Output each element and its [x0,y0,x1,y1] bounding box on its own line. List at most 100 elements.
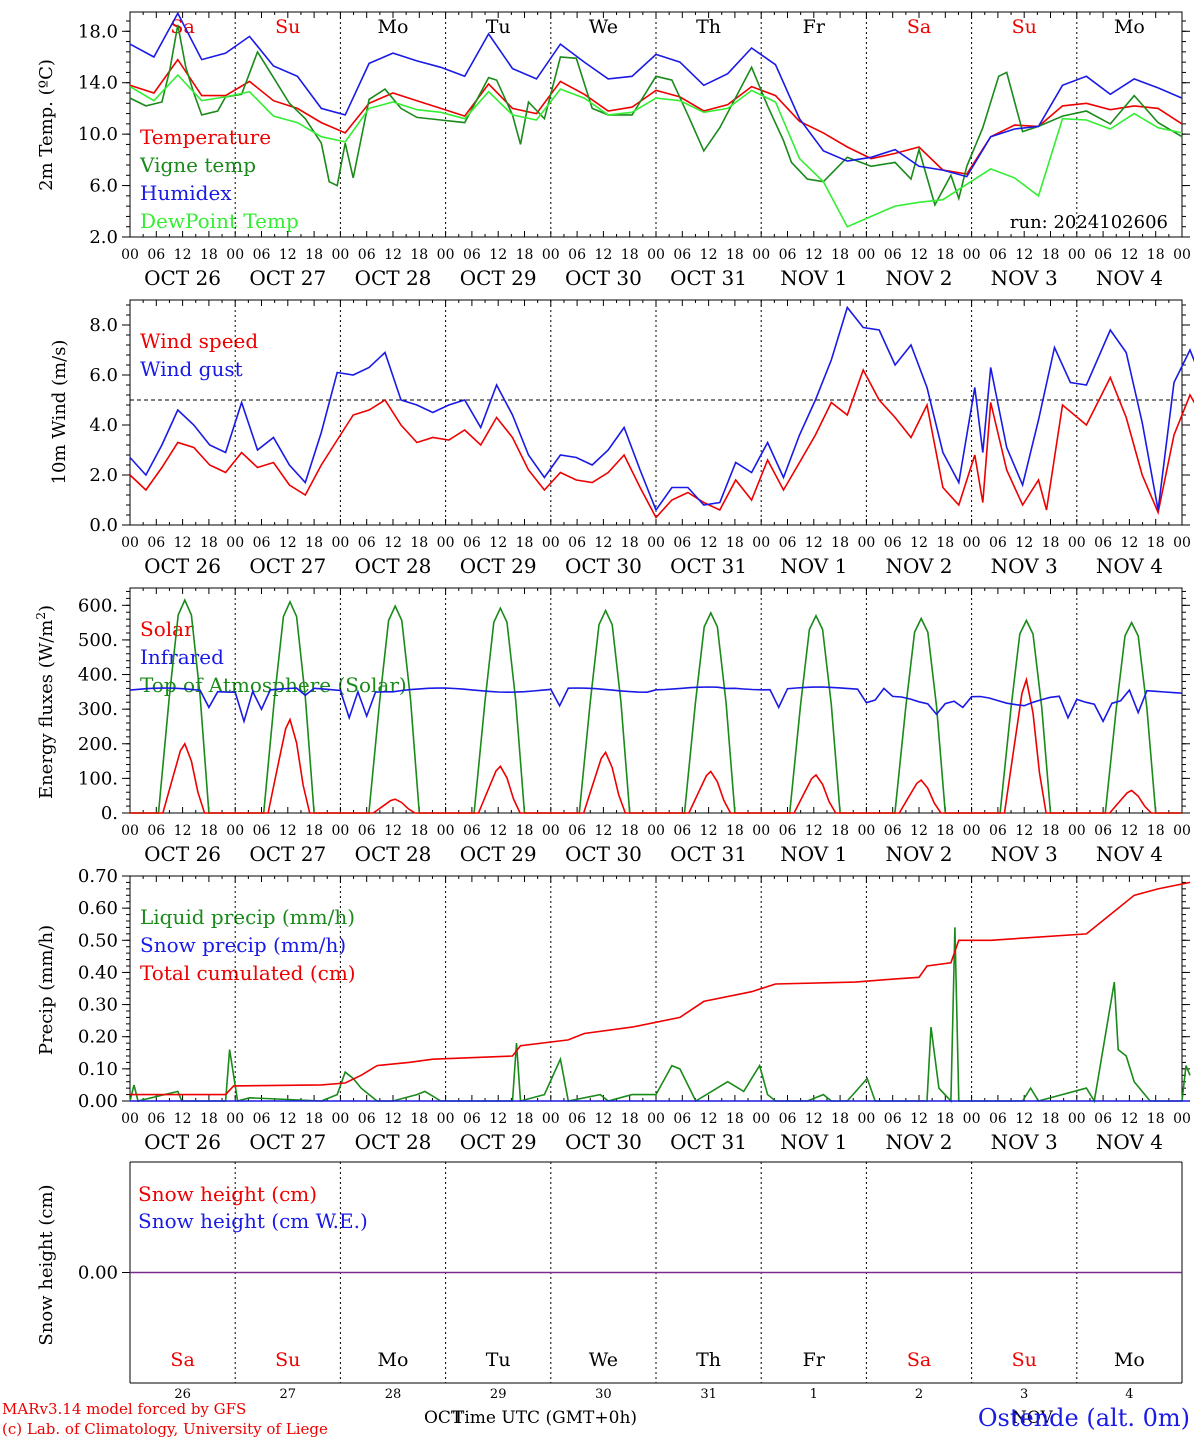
hour-tick-label: 00 [331,535,349,551]
weekday-label: Tu [486,16,511,38]
snow-panel: Snow height (cm) Snow height (cm) Snow h… [36,1161,1183,1402]
hour-tick-label: 06 [253,535,271,551]
y-tick-label: 400. [78,665,118,686]
date-label: OCT 29 [460,266,537,290]
hour-tick-label: 00 [331,247,349,263]
hour-tick-label: 18 [1042,535,1060,551]
hour-tick-label: 12 [1120,247,1138,263]
hour-tick-label: 18 [305,1111,323,1127]
liquid-precip-mm-h-line [129,927,1191,1104]
hour-tick-label: 18 [200,535,218,551]
hour-tick-label: 18 [410,823,428,839]
hour-tick-label: 12 [384,823,402,839]
hour-tick-label: 00 [1068,535,1086,551]
energy-ylabel: Energy fluxes (W/m2) [34,605,57,799]
weekday-label: Mo [378,16,409,38]
hour-tick-label: 00 [121,1111,139,1127]
hour-tick-label: 18 [305,535,323,551]
date-label: OCT 28 [355,842,432,866]
hour-tick-label: 00 [121,535,139,551]
hour-tick-label: 00 [542,247,560,263]
hour-tick-label: 18 [410,1111,428,1127]
y-tick-label: 0.40 [78,962,118,983]
y-tick-label: 0.10 [78,1059,118,1080]
weekday-label: Th [696,16,721,38]
date-label: OCT 26 [144,1130,221,1154]
weekday-label: Su [275,16,300,38]
wind-legend-gust: Wind gust [140,357,243,381]
hour-tick-label: 06 [779,247,797,263]
vigne-templine [129,24,1183,208]
x-axis-label: Time UTC (GMT+0h) [453,1408,637,1428]
dewpoint-templine [129,73,1183,228]
temperature-legend-humidex: Humidex [140,181,232,205]
hour-tick-label: 00 [752,1111,770,1127]
credit-line-1: MARv3.14 model forced by GFS [2,1400,246,1418]
hour-tick-label: 18 [516,247,534,263]
hour-tick-label: 12 [700,823,718,839]
hour-tick-label: 00 [437,823,455,839]
date-label: OCT 28 [355,554,432,578]
energy-legend-toa: Top of Atmosphere (Solar) [140,673,407,697]
hour-tick-label: 00 [226,535,244,551]
date-label: OCT 27 [249,266,326,290]
hour-tick-label: 18 [1147,1111,1165,1127]
hour-tick-label: 18 [831,823,849,839]
hour-tick-label: 18 [305,247,323,263]
hour-tick-label: 06 [463,247,481,263]
hour-tick-label: 12 [174,1111,192,1127]
hour-tick-label: 12 [594,823,612,839]
day-number-label: 1 [810,1387,818,1402]
hour-tick-label: 18 [936,247,954,263]
hour-tick-label: 18 [831,535,849,551]
hour-tick-label: 06 [673,823,691,839]
wind-speedline [129,368,1194,519]
weekday-label: Su [1012,1349,1037,1371]
hour-tick-label: 12 [1015,535,1033,551]
hour-tick-label: 18 [516,1111,534,1127]
month-left: OCT [424,1408,463,1428]
hour-tick-label: 00 [963,1111,981,1127]
hour-tick-label: 18 [1147,823,1165,839]
date-label: OCT 31 [670,842,747,866]
hour-tick-label: 18 [831,1111,849,1127]
hour-tick-label: 06 [253,1111,271,1127]
date-label: OCT 31 [670,1130,747,1154]
date-label: NOV 4 [1096,266,1163,290]
weekday-label: We [589,16,618,38]
day-number-label: 30 [595,1387,612,1402]
toa-solar-line [130,598,1182,814]
hour-tick-label: 12 [910,535,928,551]
hour-tick-label: 06 [989,1111,1007,1127]
hour-tick-label: 06 [779,823,797,839]
date-label: OCT 26 [144,842,221,866]
date-label: OCT 30 [565,1130,642,1154]
hour-tick-label: 18 [200,1111,218,1127]
hour-tick-label: 12 [1015,247,1033,263]
date-label: OCT 26 [144,554,221,578]
y-tick-label: 300. [78,699,118,720]
y-tick-label: 0.00 [78,1263,118,1284]
hour-tick-label: 18 [1147,535,1165,551]
y-tick-label: 500. [78,630,118,651]
weekday-label: Mo [378,1349,409,1371]
hour-tick-label: 12 [174,823,192,839]
hour-tick-label: 18 [726,823,744,839]
hour-tick-label: 00 [1068,1111,1086,1127]
date-label: OCT 29 [460,554,537,578]
hour-tick-label: 06 [673,247,691,263]
y-tick-label: 200. [78,734,118,755]
temperature-ylabel: 2m Temp. (ºC) [36,59,57,191]
hour-tick-label: 12 [489,535,507,551]
date-label: NOV 4 [1096,554,1163,578]
precip-legend-total: Total cumulated (cm) [140,961,356,985]
y-tick-label: 100. [78,768,118,789]
date-label: NOV 2 [885,554,952,578]
hour-tick-label: 18 [410,535,428,551]
wind-ylabel: 10m Wind (m/s) [49,340,70,485]
hour-tick-label: 12 [805,823,823,839]
hour-tick-label: 12 [1120,823,1138,839]
hour-tick-label: 06 [147,823,165,839]
date-label: NOV 1 [780,266,847,290]
hour-tick-label: 18 [1147,247,1165,263]
